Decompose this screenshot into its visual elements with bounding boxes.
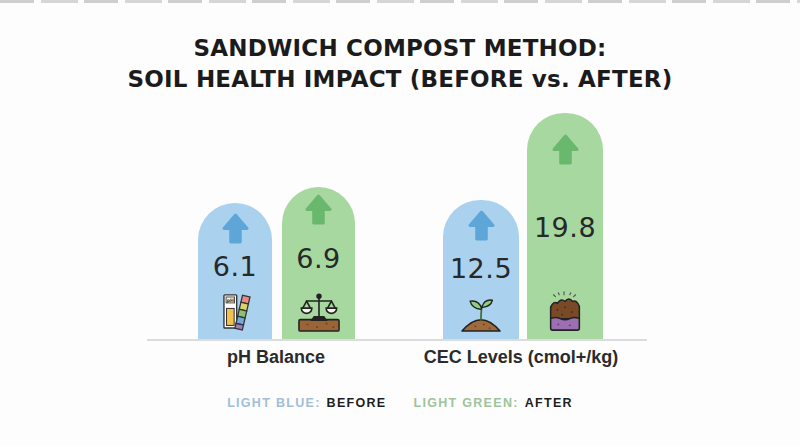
up-arrow-icon	[305, 194, 332, 225]
legend: LIGHT BLUE: BEFORE LIGHT GREEN: AFTER	[0, 396, 800, 410]
compost-infographic: SANDWICH COMPOST METHOD:SOIL HEALTH IMPA…	[0, 0, 800, 446]
bar-value: 6.1	[213, 251, 257, 282]
sprout-in-soil-icon	[458, 295, 504, 333]
legend-value-before: BEFORE	[327, 396, 387, 410]
svg-text:pH: pH	[227, 298, 234, 303]
up-arrow-icon	[468, 210, 495, 241]
bar-value: 19.8	[534, 212, 596, 243]
bar-ph-after: 6.9	[282, 187, 355, 341]
bar-value: 12.5	[450, 253, 512, 284]
up-arrow-icon	[552, 134, 579, 165]
bar-ph-before: 6.1 pH	[198, 203, 272, 341]
bar-cec-before: 12.5	[443, 200, 519, 341]
category-label-ph: pH Balance	[227, 347, 325, 368]
legend-value-after: AFTER	[525, 396, 573, 410]
legend-color-label-blue: LIGHT BLUE:	[227, 396, 320, 410]
bar-chart: 6.1 pH 6.9	[0, 0, 800, 341]
legend-color-label-green: LIGHT GREEN:	[414, 396, 519, 410]
ph-test-strips-icon: pH	[218, 289, 252, 333]
bar-value: 6.9	[296, 243, 340, 274]
legend-item-before: LIGHT BLUE: BEFORE	[227, 396, 386, 410]
axis-baseline	[147, 339, 647, 341]
bar-cec-after: 19.8	[527, 113, 603, 341]
category-label-cec: CEC Levels (cmol+/kg)	[424, 347, 619, 368]
legend-item-after: LIGHT GREEN: AFTER	[414, 396, 573, 410]
balance-scale-icon	[296, 291, 342, 333]
up-arrow-icon	[222, 213, 249, 244]
layered-compost-pile-icon	[543, 289, 587, 333]
